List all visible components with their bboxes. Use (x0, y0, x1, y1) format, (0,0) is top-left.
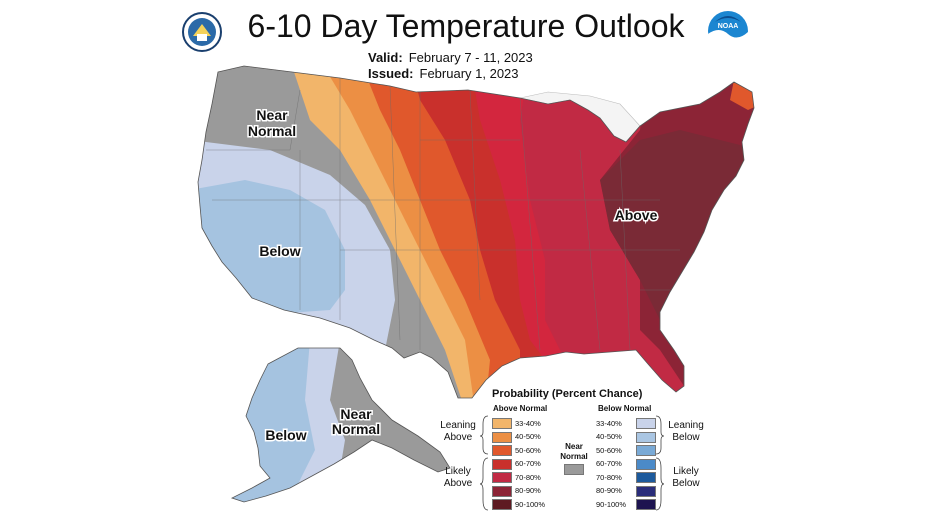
valid-label: Valid: (368, 50, 403, 65)
issued-value: February 1, 2023 (419, 66, 519, 81)
above-swatch-2 (492, 445, 512, 456)
below-swatch-0 (636, 418, 656, 429)
above-range-label-5: 80-90% (515, 486, 541, 495)
leaning-below-line-2: Below (672, 432, 700, 443)
noaa-logo-icon: NOAA (708, 11, 748, 52)
leaning-above-line-2: Above (443, 432, 473, 443)
above-range-label-2: 50-60% (515, 445, 541, 455)
near-normal-line-2: Normal (560, 452, 588, 461)
above-swatch-5 (492, 485, 512, 497)
above-50-60-maine (730, 66, 754, 110)
above-east-label: Above (615, 207, 658, 223)
below-swatch-6 (636, 499, 656, 510)
below-range-label-3: 60-70% (596, 459, 622, 468)
below-range-label-6: 90-100% (596, 499, 627, 509)
likely-above-line-2: Above (443, 478, 473, 489)
above-range-label-3: 60-70% (515, 459, 541, 468)
issued-label: Issued: (368, 66, 414, 81)
near-normal-legend-label: Near Normal (554, 442, 594, 462)
valid-dates: Valid: February 7 - 11, 2023 (368, 50, 533, 65)
near-normal-swatch (564, 464, 584, 475)
likely-above-line-1: Likely (445, 466, 471, 477)
legend-title: Probability (Percent Chance) (492, 388, 643, 400)
below-range-label-5: 80-90% (596, 486, 622, 495)
noaa-logo-text: NOAA (718, 23, 739, 30)
below-swatch-2 (636, 445, 656, 456)
above-swatch-4 (492, 472, 512, 483)
below-range-label-2: 50-60% (596, 445, 622, 455)
above-swatch-0 (492, 418, 512, 429)
below-range-label-4: 70-80% (596, 472, 622, 482)
below-swatch-3 (636, 458, 656, 470)
below-range-label-1: 40-50% (596, 432, 622, 441)
ak-below-40-50-region (232, 348, 315, 502)
leaning-above-line-1: Leaning (440, 420, 476, 431)
probability-legend: Probability (Percent Chance) Above Norma… (436, 384, 706, 516)
below-brace-icon (655, 415, 664, 511)
near-normal-line-1: Near (565, 442, 583, 451)
near-normal-ak-label-2: Normal (332, 421, 380, 437)
leaning-above-label: Leaning Above (436, 420, 480, 444)
below-swatch-4 (636, 472, 656, 483)
commerce-seal-icon (182, 12, 222, 52)
valid-value: February 7 - 11, 2023 (408, 50, 533, 65)
leaning-below-line-1: Leaning (668, 420, 704, 431)
issued-date: Issued: February 1, 2023 (368, 66, 519, 81)
above-swatch-3 (492, 458, 512, 470)
near-normal-west-label-1: Near (256, 107, 288, 123)
likely-below-line-1: Likely (673, 466, 699, 477)
below-range-label-0: 33-40% (596, 418, 622, 428)
near-normal-ak-label-1: Near (340, 406, 372, 422)
near-normal-west-label-2: Normal (248, 123, 296, 139)
page-title: 6-10 Day Temperature Outlook (247, 8, 685, 44)
above-range-label-0: 33-40% (515, 418, 541, 428)
alaska-outline (230, 347, 451, 503)
conus-outline (197, 65, 755, 399)
below-conus-label: Below (259, 243, 300, 259)
likely-below-label: Likely Below (664, 466, 708, 490)
below-swatch-1 (636, 431, 656, 443)
above-swatch-6 (492, 499, 512, 510)
above-range-label-4: 70-80% (515, 472, 541, 482)
above-normal-header: Above Normal (493, 404, 548, 413)
below-swatch-5 (636, 485, 656, 497)
above-range-label-1: 40-50% (515, 432, 541, 441)
likely-above-label: Likely Above (436, 466, 480, 490)
above-swatch-1 (492, 431, 512, 443)
above-brace-icon (480, 415, 489, 511)
below-normal-header: Below Normal (598, 404, 652, 413)
state-boundaries (206, 78, 680, 351)
leaning-below-label: Leaning Below (664, 420, 708, 444)
above-range-label-6: 90-100% (515, 499, 546, 509)
below-alaska-label: Below (265, 427, 306, 443)
likely-below-line-2: Below (672, 478, 700, 489)
